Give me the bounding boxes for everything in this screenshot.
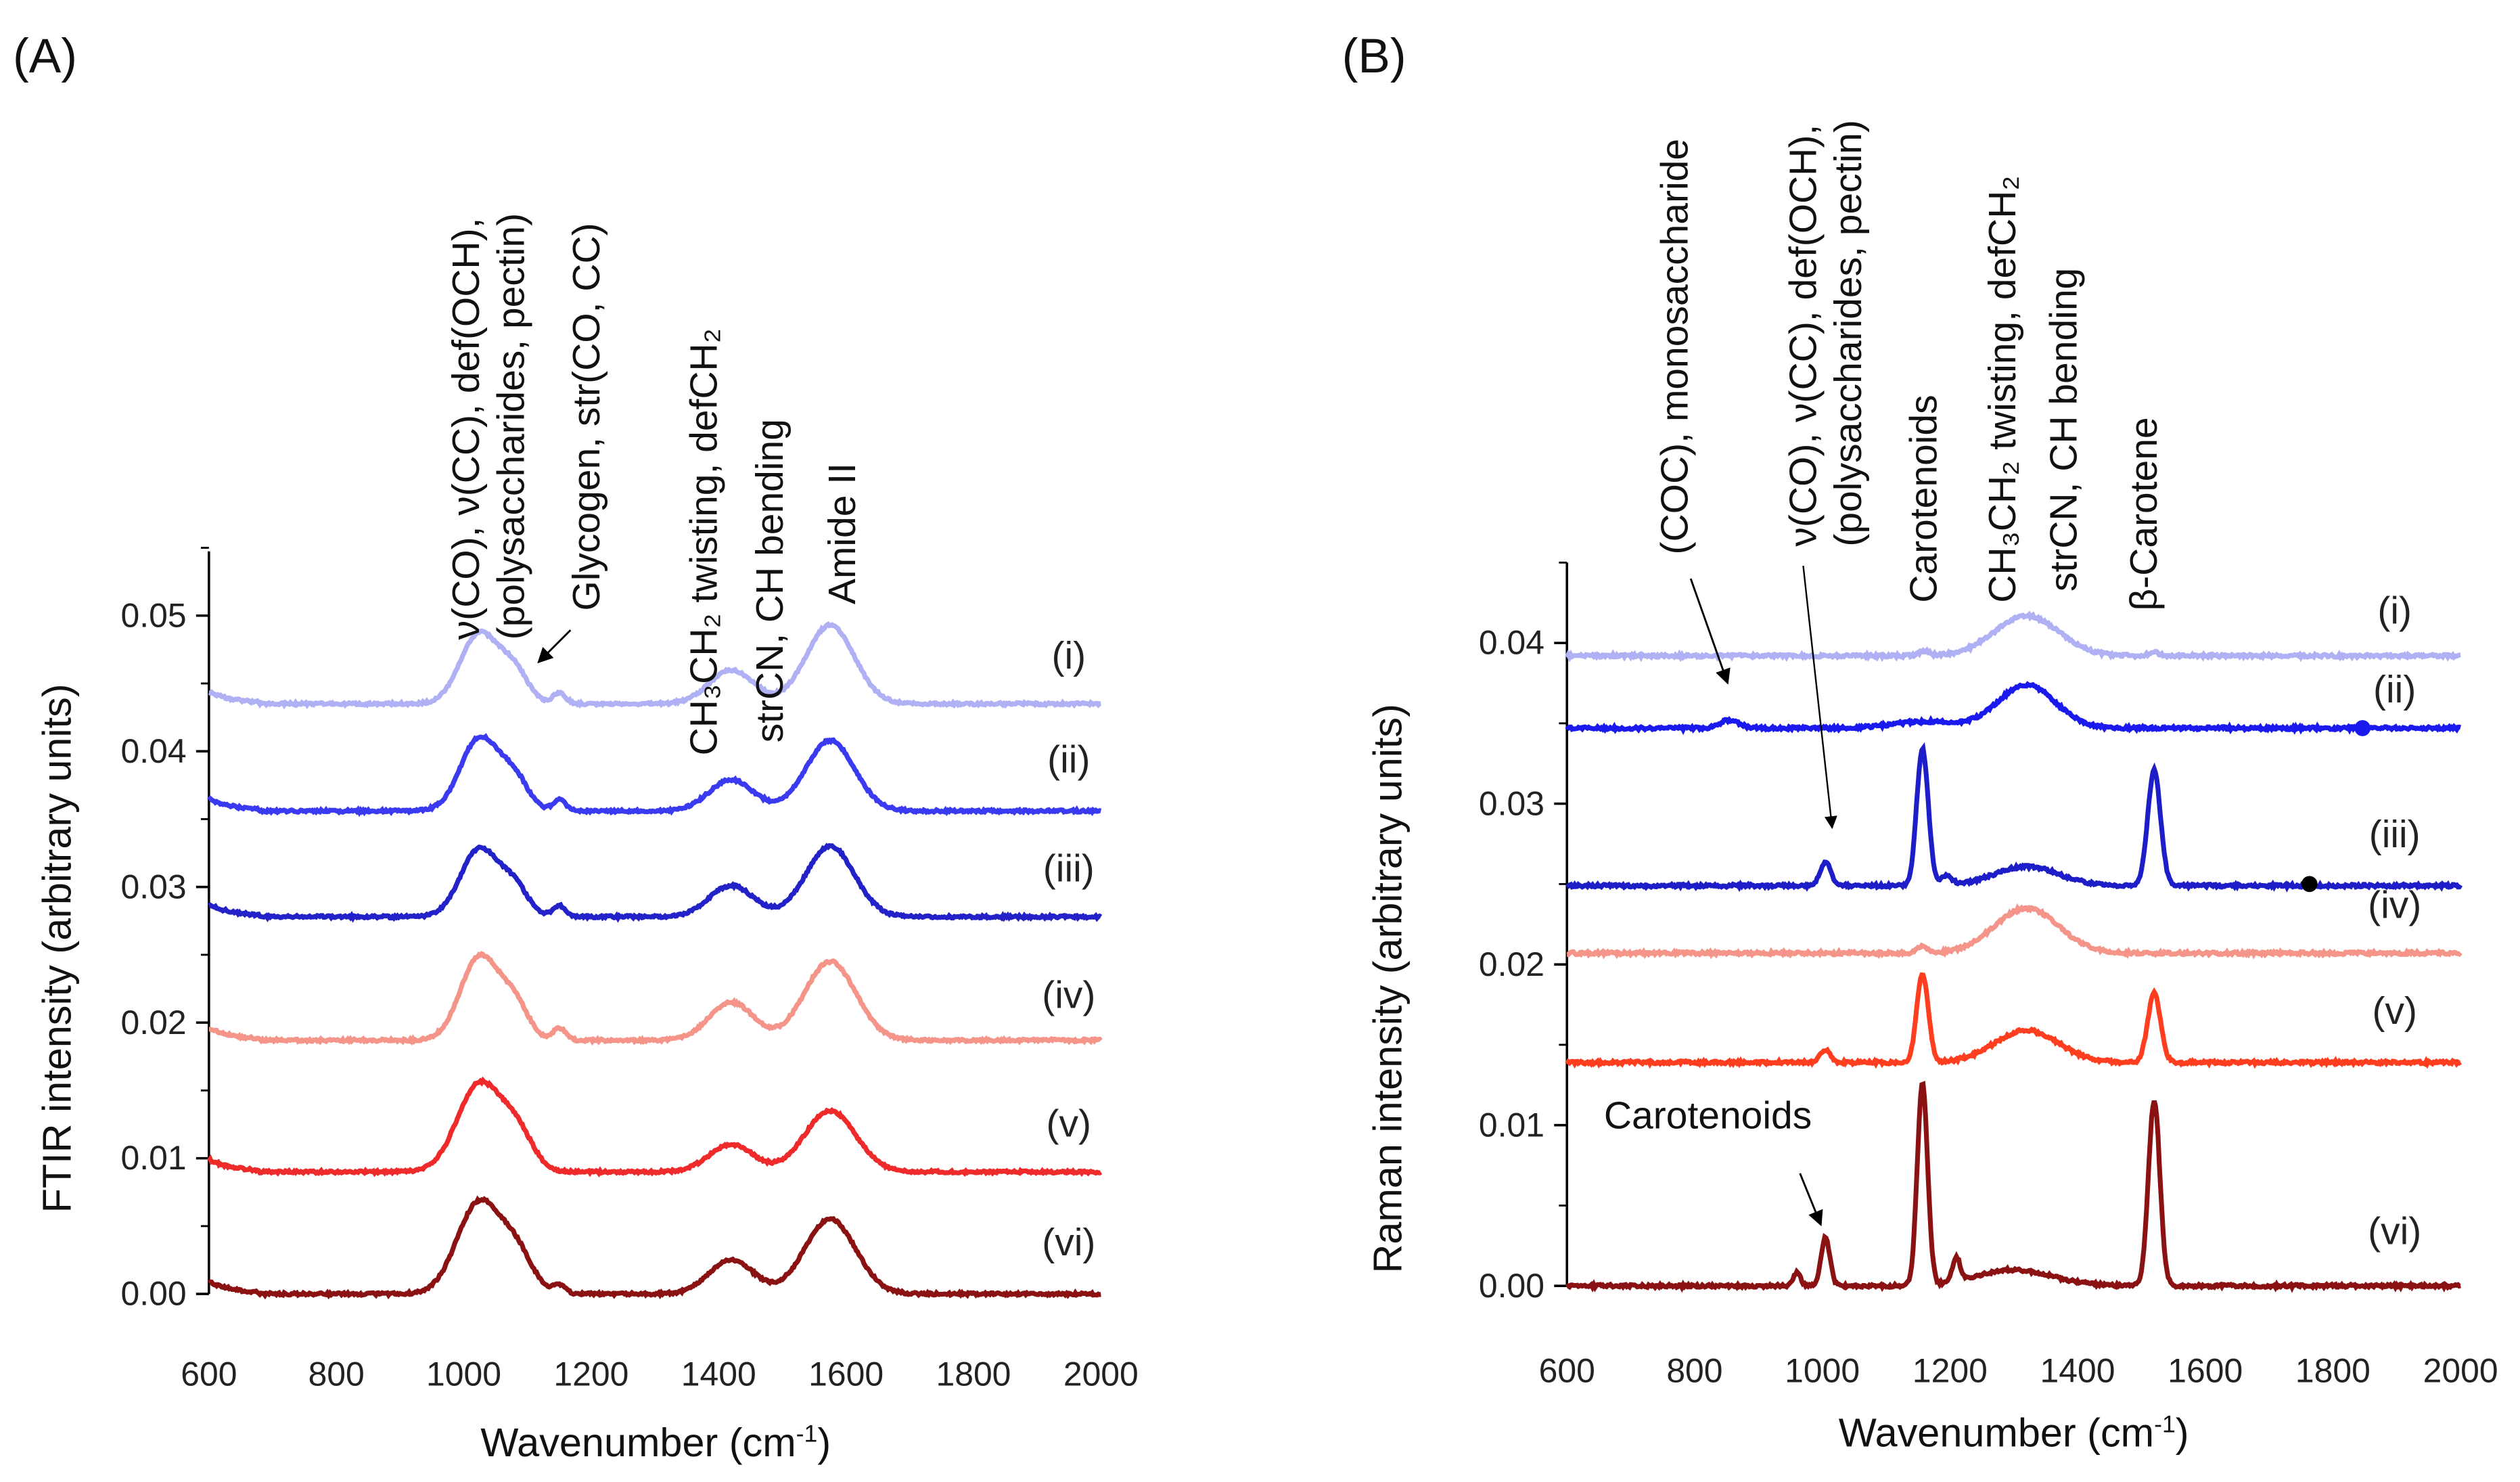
series-label: (i) [2377,589,2412,633]
annotation-a2: (polysaccharides, pectin) [489,213,532,639]
annotation-b5: CH₃CH₂ twisting, defCH₂ [1981,176,2024,603]
x-tick-label: 1800 [936,1355,1011,1393]
x-tick-label: 600 [1539,1352,1595,1390]
y-tick-label: 0.00 [1479,1267,1544,1305]
series-label: (i) [1051,634,1086,677]
y-tick-label: 0.01 [120,1139,186,1177]
y-tick-label: 0.02 [1479,945,1544,983]
y-tick-label: 0.05 [120,596,186,634]
x-tick-label: 1000 [426,1355,501,1393]
series-line-3 [208,843,1103,923]
series-line-2 [1565,681,2461,736]
series-line-4 [1566,903,2462,960]
marker-dot-black [2301,876,2318,893]
series-line-1 [1565,610,2461,663]
panel-a-y-title: FTIR intensity (arbitrary units) [35,683,80,1213]
x-tick-label: 1200 [1912,1352,1988,1390]
annotation-b3: (polysaccharides, pectin) [1827,120,1870,546]
y-tick-label: 0.03 [120,868,186,905]
annotation-arrow-b1 [1689,578,1731,685]
x-tick-label: 1400 [2040,1352,2115,1390]
y-tick-label: 0.02 [120,1004,186,1041]
x-tick-label: 1600 [808,1355,884,1393]
series-line-5 [1565,972,2462,1069]
panel-a-x-title: Wavenumber (cm-1) [480,1420,831,1465]
y-tick-label: 0.01 [1479,1106,1544,1144]
series-label: (v) [2372,989,2416,1033]
series-line-1 [208,621,1101,710]
series-label: (vi) [2368,1209,2421,1253]
series-line-6 [207,1195,1101,1300]
x-tick-label: 800 [308,1355,365,1393]
annotation-a3: Glycogen, str(CO, CC) [565,223,608,610]
panel-a: (A) 0.00 0.01 0.02 0.03 0.04 0.05 600 800 1000 12… [13,29,1139,1465]
annotation-b1: (COC), monosaccharide [1653,139,1696,554]
series-line-6 [1565,1081,2461,1293]
series-label: (iv) [2368,883,2421,926]
y-tick-label: 0.04 [120,732,186,770]
series-label: (v) [1047,1102,1091,1145]
annotation-a5: strCN, CH bending [748,419,792,742]
annotation-b7: β-Carotene [2122,417,2166,610]
series-line-2 [207,733,1102,817]
series-line-4 [208,951,1103,1046]
x-tick-label: 1400 [681,1355,756,1393]
annotation-b4: Carotenoids [1902,395,1946,602]
x-tick-label: 2000 [1063,1355,1139,1393]
annotation-arrow-b8 [1799,1173,1823,1227]
x-tick-label: 2000 [2423,1352,2498,1390]
y-tick-label: 0.04 [1479,624,1544,662]
annotation-a6: Amide II [821,463,864,604]
annotation-b2: ν(CO), ν(CC), def(OCH), [1781,125,1825,547]
y-tick-label: 0.03 [1479,784,1544,822]
series-label: (iii) [2369,813,2421,856]
series-line-3 [1565,742,2463,893]
x-tick-label: 1800 [2295,1352,2370,1390]
x-tick-label: 600 [181,1355,237,1393]
x-tick-label: 800 [1666,1352,1722,1390]
panel-b-y-title: Raman intensity (arbitrary units) [1365,704,1411,1273]
panel-b: (B) 0.00 0.01 0.02 0.03 0.04 600 800 1000 1200 14… [1342,29,2498,1456]
annotation-b8: Carotenoids [1604,1094,1812,1137]
x-tick-label: 1600 [2168,1352,2243,1390]
annotation-arrow-b2 [1802,565,1837,830]
panel-b-x-title: Wavenumber (cm-1) [1839,1410,2189,1456]
series-label: (ii) [2373,668,2416,711]
series-label: (iv) [1042,974,1095,1017]
annotation-arrow-a [537,629,572,664]
marker-dot-blue [2354,720,2371,736]
annotation-a1: ν(CO), ν(CC), def(OCH), [444,218,488,640]
y-tick-label: 0.00 [120,1275,186,1313]
x-tick-label: 1000 [1785,1352,1860,1390]
panel-b-label: (B) [1342,29,1406,83]
series-label: (vi) [1042,1221,1095,1264]
series-line-5 [206,1076,1103,1178]
x-tick-label: 1200 [553,1355,628,1393]
panel-a-label: (A) [13,29,77,83]
series-label: (iii) [1043,847,1095,891]
annotation-b6: strCN, CH bending [2042,268,2085,591]
series-label: (ii) [1047,738,1090,781]
annotation-a4: CH₃CH₂ twisting, defCH₂ [683,328,726,755]
